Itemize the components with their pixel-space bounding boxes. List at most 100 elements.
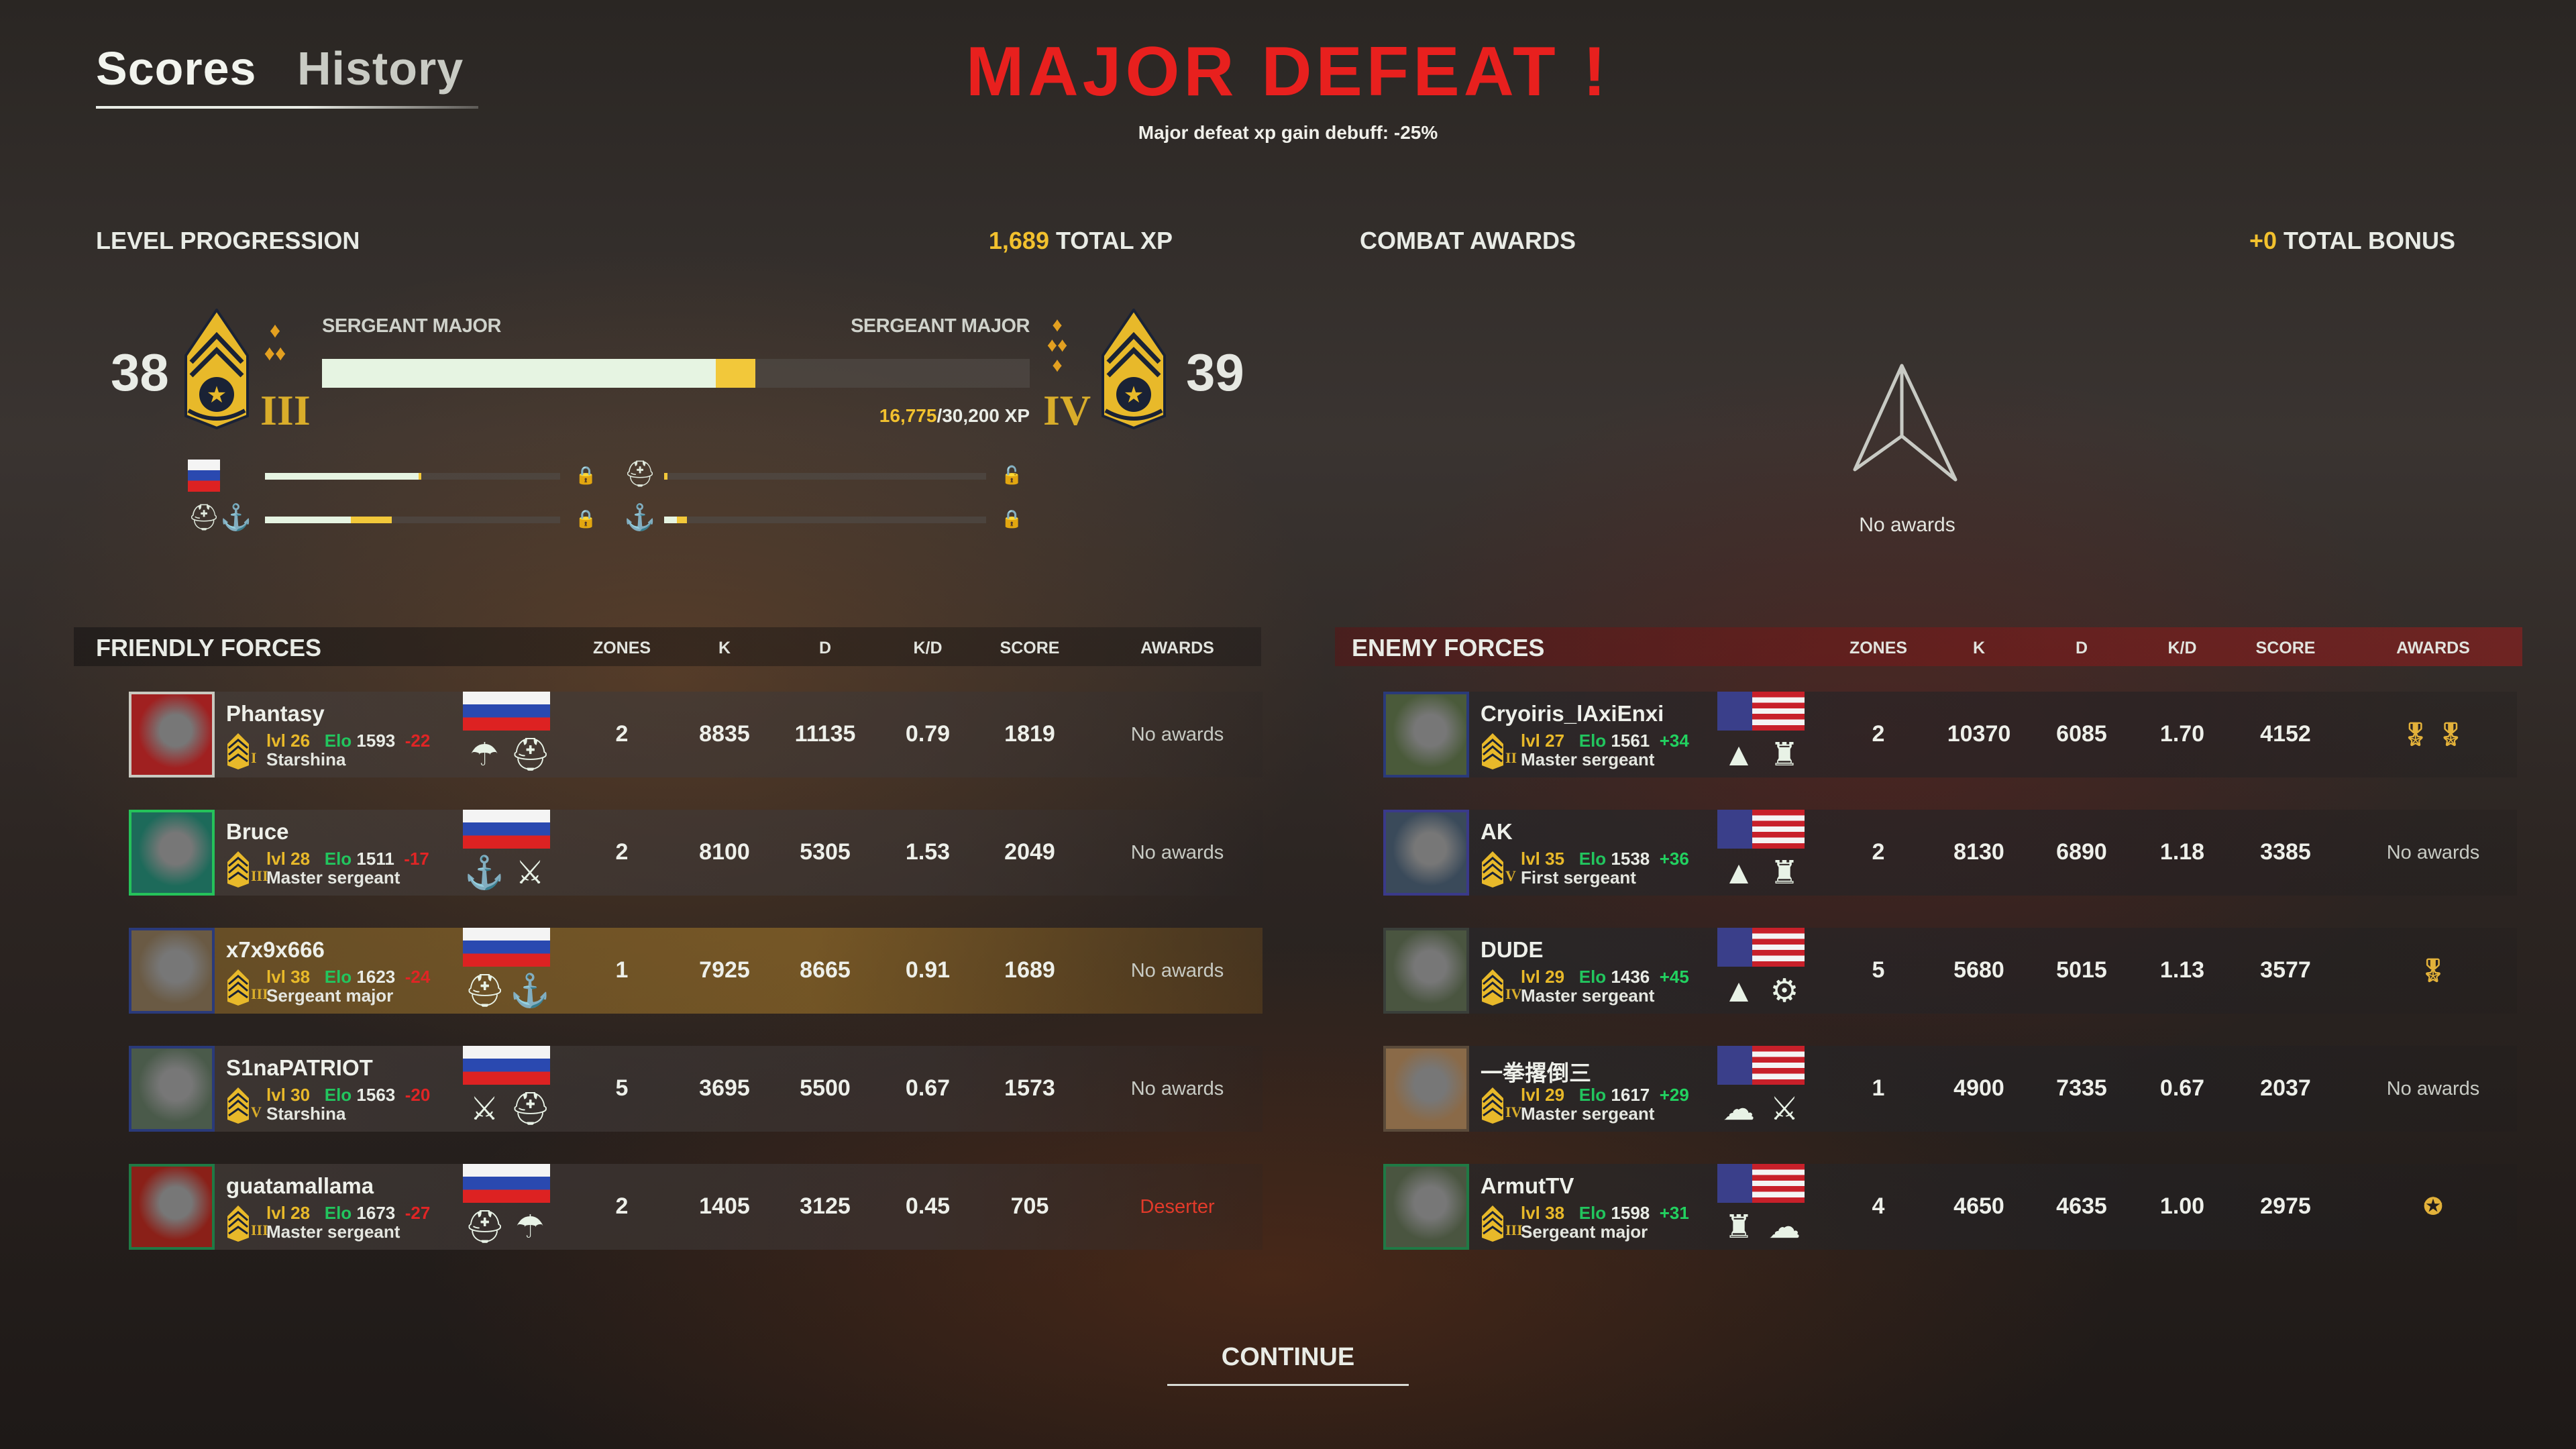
player-avatar[interactable] — [129, 1046, 215, 1132]
lock-icon: 🔒 — [575, 508, 597, 529]
player-name[interactable]: DUDE — [1481, 937, 1544, 962]
continue-button[interactable]: CONTINUE — [1167, 1343, 1409, 1386]
sub-progress-bar — [664, 517, 986, 523]
player-name[interactable]: guatamallama — [226, 1173, 374, 1198]
score-value: 3577 — [2260, 957, 2311, 983]
player-row[interactable]: ArmutTV lvl 38 Elo 1598 +31 III Sergeant… — [1383, 1164, 2517, 1250]
player-avatar[interactable] — [1383, 1164, 1469, 1250]
player-avatar[interactable] — [129, 928, 215, 1014]
crossed-rifles-icon: ⚔ — [470, 1091, 499, 1127]
player-row[interactable]: S1naPATRIOT lvl 30 Elo 1563 -20 V Starsh… — [129, 1046, 1263, 1132]
enemy-title: ENEMY FORCES — [1352, 634, 1545, 661]
sub-progress-gain — [418, 473, 422, 480]
elo-label: Elo — [324, 967, 352, 987]
awards-value: No awards — [2386, 842, 2480, 863]
player-name[interactable]: Phantasy — [226, 701, 325, 726]
total-xp-value: 1,689 — [988, 227, 1049, 254]
player-name[interactable]: AK — [1481, 819, 1513, 844]
no-awards-text: No awards — [1859, 514, 1955, 536]
column-header-zones[interactable]: ZONES — [592, 639, 651, 657]
grade-pips-next-icon: ♦ ♦♦ ♦ — [1046, 314, 1068, 376]
awards-value: No awards — [1130, 1078, 1224, 1099]
next-rank-label: SERGEANT MAJOR — [851, 315, 1030, 337]
column-header-d[interactable]: D — [818, 639, 832, 657]
elo-label: Elo — [324, 1203, 352, 1223]
column-header-zones[interactable]: ZONES — [1849, 639, 1908, 657]
player-avatar[interactable] — [1383, 810, 1469, 896]
player-name[interactable]: Bruce — [226, 819, 289, 844]
lock-icon: 🔒 — [1001, 508, 1023, 529]
row-background — [1383, 1046, 2517, 1132]
score-value: 4152 — [2260, 721, 2311, 747]
player-row[interactable]: Bruce lvl 28 Elo 1511 -17 III Master ser… — [129, 810, 1263, 896]
player-row[interactable]: x7x9x666 lvl 38 Elo 1623 -24 III Sergean… — [129, 928, 1263, 1014]
player-avatar[interactable] — [129, 810, 215, 896]
column-header-d[interactable]: D — [2075, 639, 2088, 657]
awards-value: No awards — [1130, 960, 1224, 981]
elo-value: 1563 — [356, 1085, 396, 1105]
player-name[interactable]: ArmutTV — [1481, 1173, 1574, 1198]
kd-value: 0.45 — [905, 1193, 951, 1219]
sub-progress-fill — [664, 517, 678, 523]
zones-value: 2 — [1872, 721, 1885, 747]
player-name[interactable]: x7x9x666 — [226, 937, 325, 962]
player-avatar[interactable] — [129, 1164, 215, 1250]
column-header-k[interactable]: K — [1972, 639, 1986, 657]
player-row[interactable]: Phantasy lvl 26 Elo 1593 -22 I Starshina… — [129, 692, 1263, 777]
player-name[interactable]: 一拳撂倒三 — [1481, 1061, 1591, 1085]
player-row[interactable]: DUDE lvl 29 Elo 1436 +45 IV Master serge… — [1383, 928, 2517, 1014]
elo-value: 1673 — [356, 1203, 396, 1223]
player-stats: lvl 29 Elo 1436 +45 — [1521, 967, 1689, 987]
column-header-kd[interactable]: K/D — [913, 639, 943, 657]
column-header-awards[interactable]: AWARDS — [2396, 639, 2470, 657]
infantry-helmet-icon: ♜ — [1770, 855, 1799, 891]
column-header-score[interactable]: SCORE — [1000, 639, 1060, 657]
elo-label: Elo — [324, 1085, 352, 1105]
award-icons: 🎖 🎖 — [2401, 721, 2465, 748]
tab-scores[interactable]: Scores — [96, 42, 257, 95]
k-value: 4900 — [1953, 1075, 2004, 1101]
player-avatar[interactable] — [1383, 692, 1469, 777]
d-value: 5500 — [800, 1075, 851, 1101]
level-progress-fill — [322, 359, 716, 388]
svg-text:★: ★ — [207, 382, 227, 408]
player-rank: Master sergeant — [1521, 985, 1655, 1006]
crossed-rifles-icon: ⚔ — [515, 855, 545, 891]
player-grade: III — [1505, 1222, 1523, 1238]
tab-history[interactable]: History — [297, 42, 464, 95]
row-background — [129, 1046, 1263, 1132]
player-level: lvl 35 — [1521, 849, 1565, 869]
total-bonus-label: TOTAL BONUS — [2276, 227, 2455, 254]
total-bonus-value: +0 — [2249, 227, 2277, 254]
rank-insignia-icon — [227, 1205, 249, 1242]
player-name[interactable]: Cryoiris_lAxiEnxi — [1481, 701, 1664, 726]
player-row[interactable]: 一拳撂倒三 lvl 29 Elo 1617 +29 IV Master serg… — [1383, 1046, 2517, 1132]
column-header-kd[interactable]: K/D — [2167, 639, 2197, 657]
elo-delta: -27 — [405, 1203, 431, 1223]
player-avatar[interactable] — [129, 692, 215, 777]
player-row[interactable]: guatamallama lvl 28 Elo 1673 -27 III Mas… — [129, 1164, 1263, 1250]
player-row[interactable]: Cryoiris_lAxiEnxi lvl 27 Elo 1561 +34 II… — [1383, 692, 2517, 777]
d-value: 6085 — [2056, 721, 2107, 747]
zones-value: 2 — [615, 1193, 629, 1219]
sub-progress-bar — [265, 517, 560, 523]
paratrooper-icon: ☂ — [515, 1210, 545, 1245]
sub-progress-fill — [265, 517, 351, 523]
russia-flag-icon — [463, 1046, 550, 1085]
mountain-unit-icon: ▲ — [1723, 855, 1755, 891]
medal-icon: 🎖 — [2401, 722, 2430, 747]
kd-value: 0.67 — [905, 1075, 951, 1101]
score-value: 1689 — [1004, 957, 1055, 983]
column-header-awards[interactable]: AWARDS — [1140, 639, 1214, 657]
player-name[interactable]: S1naPATRIOT — [226, 1055, 373, 1080]
sergeant-major-insignia-next-icon: ★ — [1102, 309, 1166, 429]
tank-crew-icon: ⛑ — [464, 973, 505, 1009]
player-grade: II — [1505, 749, 1517, 766]
column-header-score[interactable]: SCORE — [2255, 639, 2316, 657]
medal-icon: 🎖 — [2436, 722, 2465, 747]
column-header-k[interactable]: K — [718, 639, 731, 657]
player-row[interactable]: AK lvl 35 Elo 1538 +36 V First sergeant … — [1383, 810, 2517, 896]
player-rank: Sergeant major — [1521, 1222, 1648, 1242]
player-avatar[interactable] — [1383, 1046, 1469, 1132]
player-avatar[interactable] — [1383, 928, 1469, 1014]
